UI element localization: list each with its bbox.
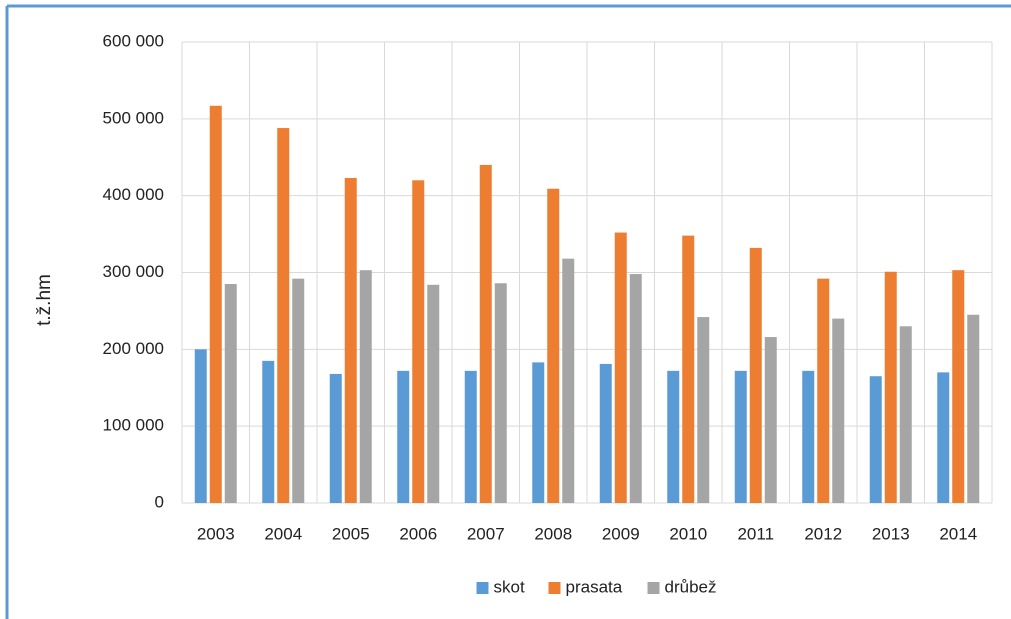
bar: [667, 370, 680, 503]
y-tick-label: 300 000: [103, 262, 164, 281]
bar: [817, 278, 830, 503]
bar: [547, 188, 560, 504]
bar: [532, 362, 545, 503]
bar: [329, 373, 342, 503]
bar: [359, 270, 372, 503]
legend-swatch: [548, 582, 561, 594]
y-tick-label: 100 000: [103, 416, 164, 435]
legend-label: prasata: [566, 577, 623, 596]
bar: [697, 317, 710, 503]
legend-label: skot: [494, 577, 525, 596]
y-tick-label: 400 000: [103, 185, 164, 204]
x-tick-label: 2014: [939, 524, 977, 543]
bar: [614, 232, 627, 503]
bar: [629, 274, 642, 503]
bar: [397, 370, 410, 503]
x-tick-label: 2003: [197, 524, 235, 543]
bar: [884, 271, 897, 503]
bar: [734, 370, 747, 503]
bar: [494, 283, 507, 503]
y-tick-label: 500 000: [103, 108, 164, 127]
x-tick-label: 2011: [737, 524, 774, 543]
y-tick-label: 200 000: [103, 339, 164, 358]
bar: [899, 326, 912, 503]
bar: [682, 235, 695, 503]
bar: [749, 247, 762, 503]
bar: [832, 318, 845, 503]
bar: [344, 177, 357, 503]
bar: [224, 284, 237, 503]
x-tick-label: 2004: [264, 524, 302, 543]
bar: [952, 270, 965, 503]
bar: [412, 180, 425, 504]
y-axis-title: t.ž.hm: [34, 274, 55, 326]
x-tick-label: 2007: [467, 524, 505, 543]
bar: [427, 284, 440, 503]
x-tick-label: 2008: [534, 524, 572, 543]
bar: [937, 372, 950, 503]
bar: [292, 278, 305, 503]
y-tick-label: 600 000: [103, 31, 164, 50]
x-tick-label: 2010: [669, 524, 707, 543]
bar: [869, 376, 882, 503]
bar: [262, 360, 275, 503]
bar: [194, 349, 207, 503]
x-tick-label: 2009: [602, 524, 640, 543]
bar: [802, 370, 815, 503]
x-tick-label: 2012: [804, 524, 842, 543]
legend-label: drůbež: [665, 577, 717, 596]
bar: [479, 164, 492, 503]
x-tick-label: 2013: [872, 524, 910, 543]
bar: [967, 314, 980, 503]
bar: [764, 337, 777, 503]
y-tick-label: 0: [155, 492, 164, 511]
bar: [277, 128, 290, 503]
bar: [562, 258, 575, 503]
legend-swatch: [476, 582, 489, 594]
x-tick-label: 2005: [332, 524, 370, 543]
bar: [464, 370, 477, 503]
bar: [599, 363, 612, 503]
x-tick-label: 2006: [399, 524, 437, 543]
bar: [209, 105, 222, 503]
legend-swatch: [647, 582, 660, 594]
